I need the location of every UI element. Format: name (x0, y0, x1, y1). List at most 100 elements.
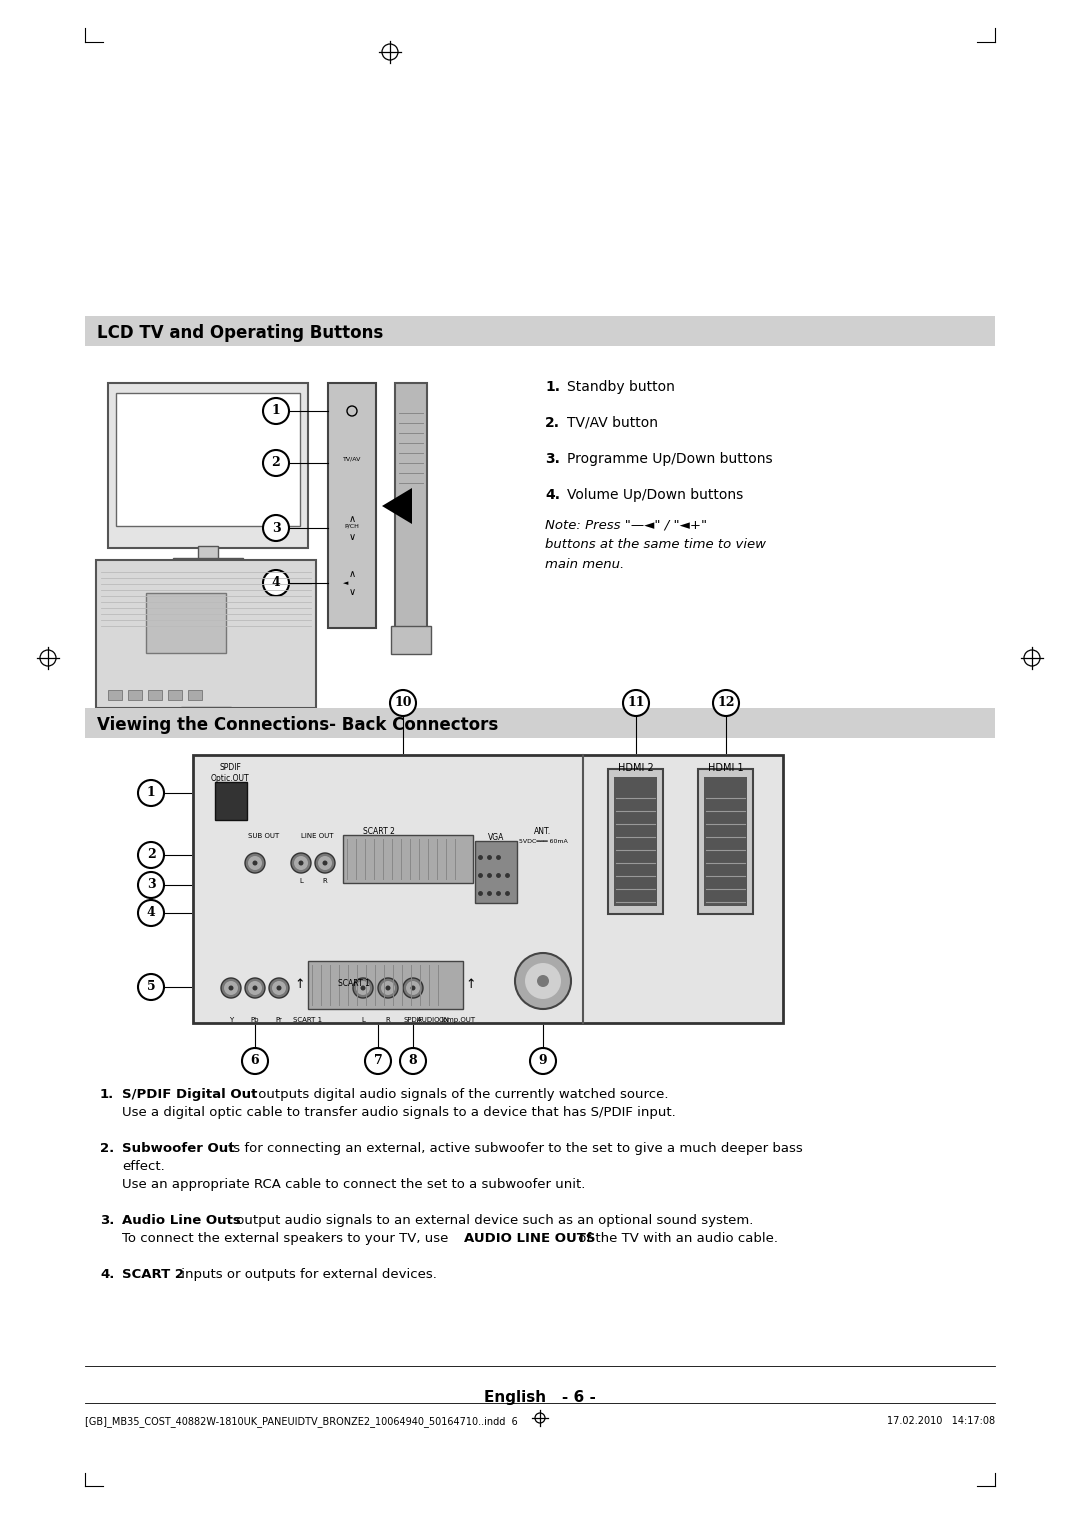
Text: L: L (361, 1018, 365, 1024)
Circle shape (264, 451, 289, 477)
Text: 2: 2 (272, 457, 281, 469)
Circle shape (356, 981, 370, 995)
FancyBboxPatch shape (146, 593, 226, 652)
Text: AUDIO LINE OUTS: AUDIO LINE OUTS (464, 1232, 595, 1245)
Text: effect.: effect. (122, 1160, 165, 1174)
Text: LCD TV and Operating Buttons: LCD TV and Operating Buttons (97, 324, 383, 342)
Text: buttons at the same time to view: buttons at the same time to view (545, 538, 766, 552)
FancyBboxPatch shape (181, 707, 231, 723)
FancyBboxPatch shape (395, 384, 427, 628)
Text: 7: 7 (374, 1054, 382, 1068)
Text: ∧: ∧ (349, 513, 355, 524)
Text: Pr: Pr (275, 1018, 283, 1024)
Text: 10: 10 (394, 697, 411, 709)
Circle shape (390, 691, 416, 717)
Circle shape (515, 953, 571, 1008)
Circle shape (403, 978, 423, 998)
Circle shape (138, 973, 164, 999)
FancyBboxPatch shape (168, 691, 183, 700)
Text: ↑: ↑ (295, 978, 306, 992)
Text: Note: Press "—◄" / "◄+": Note: Press "—◄" / "◄+" (545, 518, 707, 532)
Circle shape (298, 860, 303, 865)
Circle shape (138, 872, 164, 898)
Text: SCART 1: SCART 1 (294, 1018, 323, 1024)
Text: [GB]_MB35_COST_40882W-1810UK_PANEUIDTV_BRONZE2_10064940_50164710..indd  6: [GB]_MB35_COST_40882W-1810UK_PANEUIDTV_B… (85, 1416, 517, 1427)
FancyBboxPatch shape (173, 558, 243, 570)
Text: SPDIF: SPDIF (219, 762, 241, 772)
Circle shape (138, 842, 164, 868)
Text: HDMI 1: HDMI 1 (708, 762, 744, 773)
Circle shape (315, 853, 335, 872)
Text: 4: 4 (147, 906, 156, 920)
Text: 1: 1 (272, 405, 281, 417)
Circle shape (264, 397, 289, 423)
Text: S/PDIF Digital Out: S/PDIF Digital Out (122, 1088, 257, 1102)
Circle shape (291, 853, 311, 872)
Text: 4.: 4. (545, 487, 561, 503)
Text: TV/AV: TV/AV (342, 457, 361, 461)
Text: 9: 9 (539, 1054, 548, 1068)
Text: 1.: 1. (100, 1088, 114, 1102)
Text: 4: 4 (272, 576, 281, 590)
Text: Comp.OUT: Comp.OUT (438, 1018, 475, 1024)
Text: 12: 12 (717, 697, 734, 709)
Text: ∨: ∨ (349, 587, 355, 597)
Text: Pb: Pb (251, 1018, 259, 1024)
Circle shape (138, 779, 164, 805)
Circle shape (410, 986, 416, 990)
Text: ∨: ∨ (349, 532, 355, 542)
FancyBboxPatch shape (328, 384, 376, 628)
Text: VGA: VGA (488, 833, 504, 842)
Text: 3.: 3. (100, 1215, 114, 1227)
FancyBboxPatch shape (704, 778, 747, 906)
Text: To connect the external speakers to your TV, use: To connect the external speakers to your… (122, 1232, 453, 1245)
Text: Y: Y (229, 1018, 233, 1024)
Text: ANT.: ANT. (535, 827, 552, 836)
Text: SCART 2: SCART 2 (122, 1268, 184, 1280)
Circle shape (386, 986, 391, 990)
FancyBboxPatch shape (215, 782, 247, 821)
Text: 2.: 2. (100, 1141, 114, 1155)
Text: outputs digital audio signals of the currently watched source.: outputs digital audio signals of the cur… (254, 1088, 669, 1102)
Text: ↑: ↑ (465, 978, 476, 992)
Circle shape (623, 691, 649, 717)
Circle shape (248, 981, 262, 995)
FancyBboxPatch shape (193, 755, 783, 1024)
Circle shape (264, 570, 289, 596)
Circle shape (224, 981, 238, 995)
Text: Audio Line Outs: Audio Line Outs (122, 1215, 241, 1227)
Text: TV/AV button: TV/AV button (567, 416, 658, 429)
FancyBboxPatch shape (108, 384, 308, 549)
Text: P/CH: P/CH (345, 524, 360, 529)
Text: Viewing the Connections- Back Connectors: Viewing the Connections- Back Connectors (97, 717, 498, 733)
Circle shape (530, 1048, 556, 1074)
FancyBboxPatch shape (96, 559, 316, 707)
FancyBboxPatch shape (343, 834, 473, 883)
Circle shape (378, 978, 399, 998)
Text: 5VDC═══ 60mA: 5VDC═══ 60mA (518, 839, 567, 843)
Circle shape (264, 515, 289, 541)
FancyBboxPatch shape (308, 961, 463, 1008)
Text: SCART 2: SCART 2 (363, 827, 395, 836)
Circle shape (406, 981, 420, 995)
Text: 1.: 1. (545, 380, 561, 394)
Text: 3.: 3. (545, 452, 559, 466)
Circle shape (318, 856, 332, 869)
Text: 3: 3 (147, 879, 156, 891)
FancyBboxPatch shape (198, 545, 218, 559)
Circle shape (253, 986, 257, 990)
Text: Use an appropriate RCA cable to connect the set to a subwoofer unit.: Use an appropriate RCA cable to connect … (122, 1178, 585, 1190)
Polygon shape (382, 487, 411, 524)
Circle shape (229, 986, 233, 990)
Text: 2: 2 (147, 848, 156, 862)
Circle shape (713, 691, 739, 717)
FancyBboxPatch shape (108, 691, 122, 700)
Text: 5: 5 (147, 981, 156, 993)
Text: of the TV with an audio cable.: of the TV with an audio cable. (573, 1232, 778, 1245)
Circle shape (400, 1048, 426, 1074)
Circle shape (525, 963, 561, 999)
Text: Use a digital optic cable to transfer audio signals to a device that has S/PDIF : Use a digital optic cable to transfer au… (122, 1106, 676, 1118)
Text: 4.: 4. (100, 1268, 114, 1280)
Text: Volume Up/Down buttons: Volume Up/Down buttons (567, 487, 743, 503)
Circle shape (294, 856, 308, 869)
